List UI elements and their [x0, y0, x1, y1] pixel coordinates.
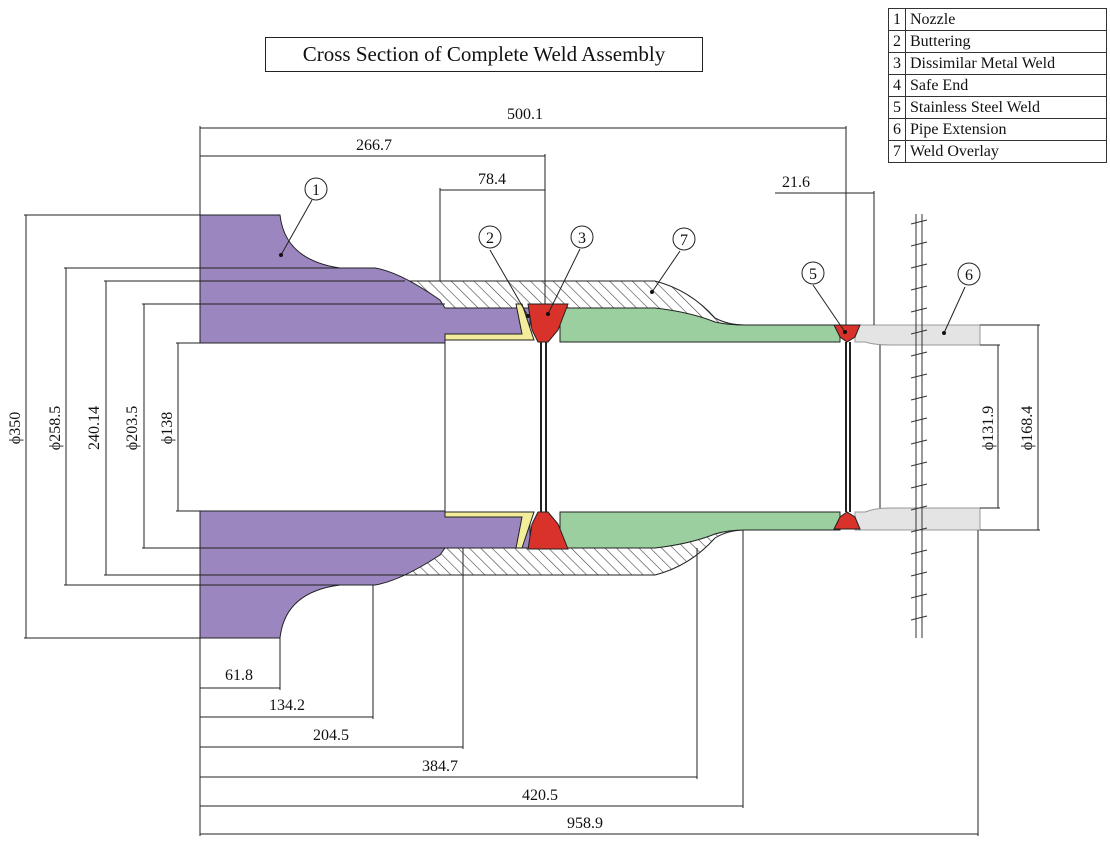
safe-end-top	[559, 307, 841, 343]
callout-3-label: 3	[578, 230, 586, 247]
callout-6-label: 6	[965, 267, 973, 284]
pipe-extension-top	[854, 324, 981, 346]
buttering-top	[444, 303, 535, 341]
dim-134-2: 134.2	[269, 697, 305, 714]
legend-row: 6 Pipe Extension	[888, 118, 1107, 141]
dissimilar-metal-weld-bottom	[527, 511, 569, 550]
right-dimension-lines	[980, 324, 1040, 531]
dim-78-4: 78.4	[478, 171, 506, 188]
dim-phi-258-5: ϕ258.5	[47, 406, 64, 450]
legend-number: 3	[888, 52, 906, 75]
dim-phi-350: ϕ350	[7, 412, 24, 444]
legend-row: 2 Buttering	[888, 30, 1107, 53]
pipe-extension-bottom	[854, 507, 981, 531]
dim-phi-138: ϕ138	[159, 412, 176, 444]
dim-240-14: 240.14	[86, 406, 103, 450]
stainless-steel-weld-bottom	[833, 511, 861, 530]
safe-end-bottom	[559, 511, 841, 549]
legend-number: 1	[888, 8, 906, 31]
dissimilar-metal-weld-top	[527, 303, 569, 343]
legend-label: Buttering	[905, 30, 1107, 53]
callout-7-label: 7	[680, 232, 688, 249]
bore-outline	[200, 342, 881, 512]
legend-number: 5	[888, 96, 906, 119]
callout-bubbles	[304, 177, 981, 286]
dim-420-5: 420.5	[522, 787, 558, 804]
dim-384-7: 384.7	[422, 758, 458, 775]
callout-leaders	[280, 199, 966, 334]
legend-label: Safe End	[905, 74, 1107, 97]
callout-2-label: 2	[486, 230, 494, 247]
dim-204-5: 204.5	[313, 727, 349, 744]
legend-row: 1 Nozzle	[888, 8, 1107, 31]
callout-dots	[279, 253, 946, 335]
buttering-bottom	[444, 511, 535, 549]
diagram-title: Cross Section of Complete Weld Assembly	[265, 37, 703, 72]
legend-number: 7	[888, 140, 906, 163]
dim-21-6: 21.6	[782, 174, 810, 191]
top-dimension-lines	[199, 126, 875, 325]
legend-label: Stainless Steel Weld	[905, 96, 1107, 119]
legend-label: Weld Overlay	[905, 140, 1107, 163]
dim-500-1: 500.1	[507, 106, 543, 123]
dim-phi-168-4: ϕ168.4	[1019, 406, 1036, 450]
legend-row: 7 Weld Overlay	[888, 140, 1107, 163]
legend-row: 3 Dissimilar Metal Weld	[888, 52, 1107, 75]
dim-61-8: 61.8	[225, 667, 253, 684]
break-line	[910, 214, 928, 638]
legend-label: Dissimilar Metal Weld	[905, 52, 1107, 75]
bottom-dimension-lines	[199, 530, 979, 836]
dim-phi-203-5: ϕ203.5	[124, 406, 141, 450]
legend-number: 2	[888, 30, 906, 53]
legend-label: Nozzle	[905, 8, 1107, 31]
callout-1-label: 1	[312, 182, 320, 199]
callout-5-label: 5	[809, 266, 817, 283]
dim-958-9: 958.9	[567, 815, 603, 832]
left-dimension-lines	[24, 214, 445, 639]
dim-phi-131-9: ϕ131.9	[980, 406, 997, 450]
legend-row: 5 Stainless Steel Weld	[888, 96, 1107, 119]
legend-row: 4 Safe End	[888, 74, 1107, 97]
legend-label: Pipe Extension	[905, 118, 1107, 141]
legend-table: 1 Nozzle 2 Buttering 3 Dissimilar Metal Wel…	[888, 8, 1107, 163]
stainless-steel-weld-top	[833, 324, 861, 343]
legend-number: 6	[888, 118, 906, 141]
dim-266-7: 266.7	[356, 137, 392, 154]
legend-number: 4	[888, 74, 906, 97]
